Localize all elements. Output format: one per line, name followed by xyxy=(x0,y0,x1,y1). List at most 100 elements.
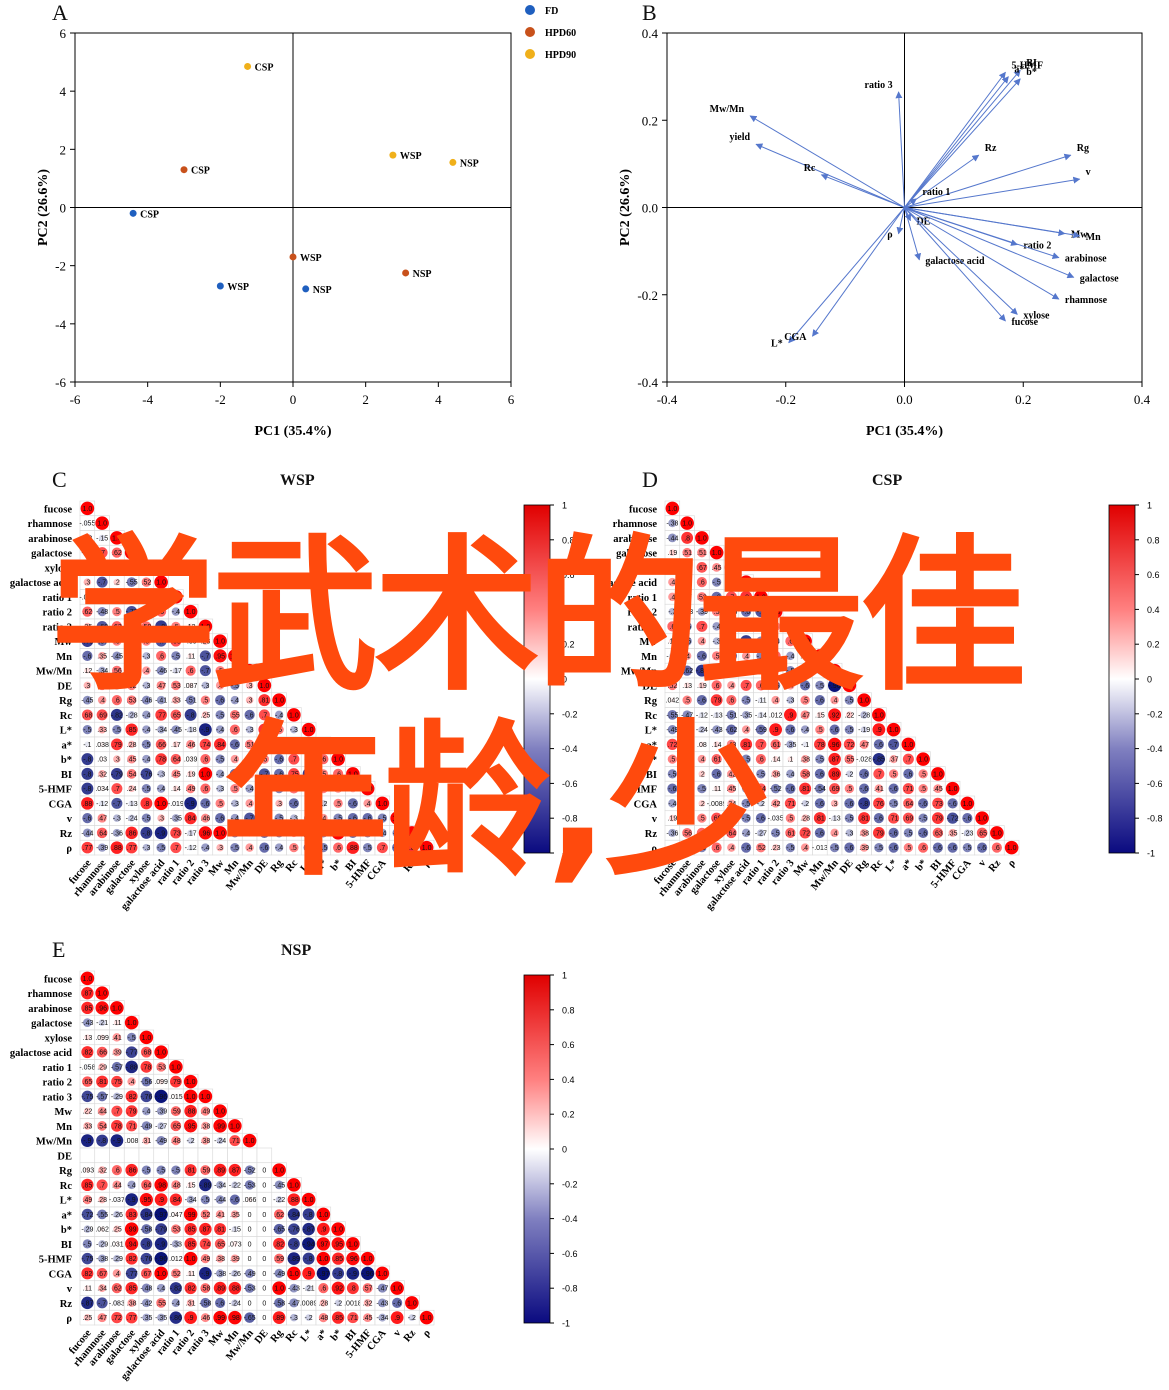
correlation-value: -.86 xyxy=(170,1315,182,1322)
correlation-circle xyxy=(172,741,180,748)
correlation-circle xyxy=(290,725,298,734)
correlation-circle xyxy=(185,665,196,676)
correlation-circle xyxy=(346,1251,360,1266)
correlation-value: .043 xyxy=(154,594,168,601)
correlation-circle xyxy=(888,798,899,809)
correlation-circle xyxy=(275,1196,283,1204)
correlation-circle xyxy=(186,1195,195,1204)
correlation-circle xyxy=(786,696,795,704)
correlation-value: -.2 xyxy=(187,1138,195,1145)
correlation-circle xyxy=(858,812,871,825)
correlation-circle xyxy=(711,828,722,838)
correlation-circle xyxy=(125,1281,138,1295)
correlation-circle xyxy=(800,710,810,720)
correlation-value: -.9 xyxy=(201,1271,209,1278)
correlation-circle xyxy=(287,1208,300,1221)
correlation-value: .78 xyxy=(156,757,166,764)
correlation-circle xyxy=(187,1137,194,1144)
correlation-value: .95 xyxy=(186,1123,196,1130)
correlation-value: .82 xyxy=(83,1271,93,1278)
correlation-value: -.76 xyxy=(140,1094,152,1101)
loading-label: DE xyxy=(916,217,930,228)
correlation-circle xyxy=(228,1119,242,1133)
correlation-value: .77 xyxy=(156,712,166,719)
correlation-circle xyxy=(756,636,766,646)
correlation-circle xyxy=(272,693,286,707)
correlation-value: -.4 xyxy=(142,757,150,764)
correlation-value: .48 xyxy=(171,1182,181,1189)
correlation-value: .82 xyxy=(127,1094,137,1101)
correlation-value: -.3 xyxy=(290,816,298,823)
correlation-circle xyxy=(156,1283,166,1293)
correlation-circle xyxy=(187,756,194,762)
colorbar-tick-label: 1 xyxy=(562,501,567,511)
correlation-value: -.58 xyxy=(126,624,138,631)
correlation-value: -.4 xyxy=(742,830,750,837)
correlation-circle xyxy=(184,1104,197,1118)
correlation-value: -.5 xyxy=(816,683,824,690)
correlation-value: -.5 xyxy=(786,668,794,675)
correlation-circle xyxy=(318,754,329,765)
correlation-circle xyxy=(97,1121,107,1131)
correlation-value: 1.0 xyxy=(933,771,943,778)
correlation-circle xyxy=(127,1298,136,1308)
correlation-value: -.037 xyxy=(109,1197,125,1204)
correlation-value: 1.0 xyxy=(304,1197,314,1204)
correlation-value: -.34 xyxy=(155,727,167,734)
correlation-circle xyxy=(228,1310,242,1325)
correlation-circle xyxy=(712,637,721,645)
correlation-circle xyxy=(199,723,212,736)
x-tick-label: 2 xyxy=(362,392,369,407)
correlation-value: -.28 xyxy=(858,712,870,719)
correlation-value: -.6 xyxy=(860,786,868,793)
correlation-value: 1.0 xyxy=(186,1079,196,1086)
correlation-value: -.5 xyxy=(904,830,912,837)
correlation-circle xyxy=(142,1298,151,1308)
correlation-circle xyxy=(230,783,240,794)
correlation-circle xyxy=(261,1285,267,1291)
correlation-circle xyxy=(244,739,255,750)
correlation-value: .55 xyxy=(230,712,240,719)
correlation-value: .85 xyxy=(83,1005,93,1012)
correlation-circle xyxy=(187,1270,194,1277)
correlation-value: .55 xyxy=(156,1300,166,1307)
correlation-value: -.7 xyxy=(98,580,106,587)
correlation-value: -.1 xyxy=(801,742,809,749)
heatmap-cell xyxy=(197,1147,214,1164)
column-label: Rz xyxy=(402,1328,419,1345)
correlation-value: 1.0 xyxy=(171,1064,181,1071)
correlation-value: -.23 xyxy=(961,830,973,837)
correlation-circle xyxy=(844,783,855,794)
correlation-circle xyxy=(844,754,855,764)
correlation-value: .4 xyxy=(684,653,690,660)
correlation-circle xyxy=(726,710,737,720)
correlation-value: -.52 xyxy=(244,1168,256,1175)
correlation-circle xyxy=(306,1300,312,1306)
correlation-value: .77 xyxy=(127,1315,137,1322)
correlation-circle xyxy=(916,752,930,766)
correlation-value: -.6 xyxy=(668,786,676,793)
correlation-circle xyxy=(696,695,707,706)
correlation-circle xyxy=(187,1181,194,1189)
correlation-circle xyxy=(84,1167,91,1174)
correlation-value: .37 xyxy=(889,757,899,764)
correlation-value: -.26 xyxy=(229,1271,241,1278)
correlation-circle xyxy=(83,1225,92,1233)
correlation-value: 0 xyxy=(262,1256,266,1263)
correlation-value: .46 xyxy=(201,816,211,823)
correlation-circle xyxy=(405,826,419,840)
correlation-value: -.3 xyxy=(786,698,794,705)
correlation-circle xyxy=(141,1179,152,1191)
column-label: Rg xyxy=(854,857,871,874)
correlation-value: -.82 xyxy=(111,712,123,719)
correlation-value: .42 xyxy=(727,771,737,778)
correlation-value: 1.0 xyxy=(289,1271,299,1278)
correlation-value: .57 xyxy=(142,609,152,616)
panel-b: B -0.4 -0.2 0.0 0.2 0.4 -0.4 -0.2 0.0 0.2 0.4 PC1 … xyxy=(585,0,1169,450)
correlation-circle xyxy=(83,578,92,586)
correlation-circle xyxy=(125,1193,138,1206)
correlation-value: -.49 xyxy=(244,1271,256,1278)
correlation-value: -.4 xyxy=(378,830,386,837)
correlation-value: .58 xyxy=(201,1286,211,1293)
correlation-circle xyxy=(711,591,722,602)
